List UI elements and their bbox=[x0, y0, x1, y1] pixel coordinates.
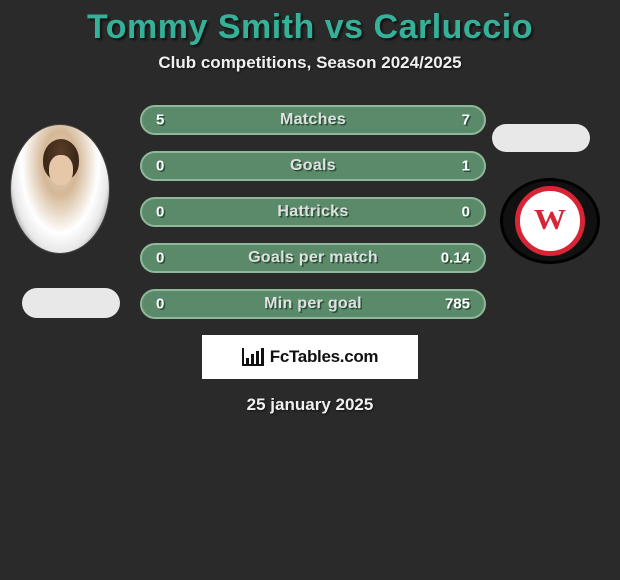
stat-row-matches: 5 Matches 7 bbox=[140, 105, 486, 135]
stat-right-value: 785 bbox=[445, 296, 470, 313]
player-right-club-badge: W bbox=[500, 178, 600, 264]
date-label: 25 january 2025 bbox=[0, 395, 620, 415]
stat-label: Hattricks bbox=[277, 203, 348, 221]
subtitle: Club competitions, Season 2024/2025 bbox=[0, 53, 620, 73]
brand-attribution: FcTables.com bbox=[202, 335, 418, 379]
stat-left-value: 0 bbox=[156, 204, 164, 221]
stat-label: Matches bbox=[280, 111, 346, 129]
comparison-card: Tommy Smith vs Carluccio Club competitio… bbox=[0, 0, 620, 415]
stat-left-value: 0 bbox=[156, 158, 164, 175]
stat-row-min-per-goal: 0 Min per goal 785 bbox=[140, 289, 486, 319]
stat-row-hattricks: 0 Hattricks 0 bbox=[140, 197, 486, 227]
stats-list: 5 Matches 7 0 Goals 1 0 Hattricks 0 0 Go… bbox=[140, 105, 486, 319]
stat-left-value: 5 bbox=[156, 112, 164, 129]
stat-left-value: 0 bbox=[156, 296, 164, 313]
stat-right-value: 0 bbox=[462, 204, 470, 221]
stat-row-goals: 0 Goals 1 bbox=[140, 151, 486, 181]
brand-text: FcTables.com bbox=[270, 347, 379, 367]
stat-label: Goals bbox=[290, 157, 336, 175]
stat-row-goals-per-match: 0 Goals per match 0.14 bbox=[140, 243, 486, 273]
stat-label: Goals per match bbox=[248, 249, 378, 267]
stat-label: Min per goal bbox=[264, 295, 362, 313]
player-right-country-pill bbox=[492, 124, 590, 152]
bar-chart-icon bbox=[242, 348, 264, 366]
stat-left-value: 0 bbox=[156, 250, 164, 267]
player-left-avatar bbox=[10, 124, 110, 254]
stat-right-value: 0.14 bbox=[441, 250, 470, 267]
club-badge-inner: W bbox=[515, 186, 585, 256]
page-title: Tommy Smith vs Carluccio bbox=[0, 8, 620, 47]
club-badge-initial: W bbox=[534, 205, 566, 237]
stat-right-value: 7 bbox=[462, 112, 470, 129]
stat-right-value: 1 bbox=[462, 158, 470, 175]
player-left-country-pill bbox=[22, 288, 120, 318]
